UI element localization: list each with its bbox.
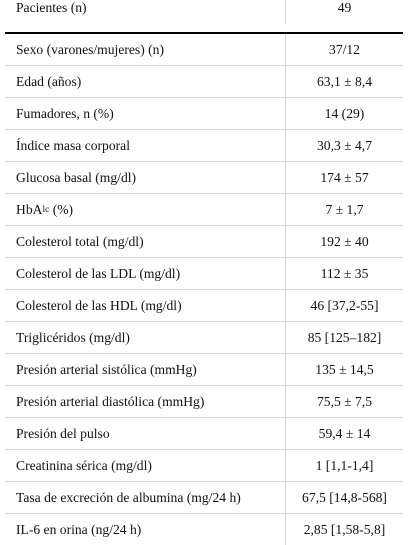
row-value: 63,1 ± 8,4 bbox=[316, 73, 373, 89]
row-label: Colesterol de las LDL (mg/dl) bbox=[5, 258, 286, 289]
row-label: Presión del pulso bbox=[5, 418, 286, 449]
table-row: Colesterol de las LDL (mg/dl) 112 ± 35 bbox=[5, 258, 403, 290]
row-value: 67,5 [14,8-568] bbox=[302, 489, 387, 505]
header-label: Pacientes (n) bbox=[5, 0, 286, 24]
table-row: Triglicéridos (mg/dl) 85 [125–182] bbox=[5, 322, 403, 354]
table-row: Colesterol de las HDL (mg/dl) 46 [37,2-5… bbox=[5, 290, 403, 322]
table-row: Presión del pulso 59,4 ± 14 bbox=[5, 418, 403, 450]
row-value: 85 [125–182] bbox=[307, 329, 382, 345]
table-row: Sexo (varones/mujeres) (n) 37/12 bbox=[5, 34, 403, 66]
row-value: 46 [37,2-55] bbox=[310, 297, 379, 313]
row-label: Presión arterial sistólica (mmHg) bbox=[5, 354, 286, 385]
row-value: 192 ± 40 bbox=[320, 233, 369, 249]
row-value: 30,3 ± 4,7 bbox=[316, 137, 373, 153]
table-row: HbA lc (%) 7 ± 1,7 bbox=[5, 194, 403, 226]
row-value: 37/12 bbox=[329, 41, 360, 57]
row-label: Glucosa basal (mg/dl) bbox=[5, 162, 286, 193]
row-label: Sexo (varones/mujeres) (n) bbox=[5, 34, 286, 65]
row-value: 112 ± 35 bbox=[320, 265, 369, 281]
table-header-row: Pacientes (n) 49 bbox=[5, 0, 403, 34]
row-label: Fumadores, n (%) bbox=[5, 98, 286, 129]
row-value: 59,4 ± 14 bbox=[318, 425, 371, 441]
table-row: Colesterol total (mg/dl) 192 ± 40 bbox=[5, 226, 403, 258]
row-label: IL-6 en orina (ng/24 h) bbox=[5, 514, 286, 545]
row-label: Presión arterial diastólica (mmHg) bbox=[5, 386, 286, 417]
row-label: Edad (años) bbox=[5, 66, 286, 97]
row-label: Tasa de excreción de albumina (mg/24 h) bbox=[5, 482, 286, 513]
table-row: Creatinina sérica (mg/dl) 1 [1,1-1,4] bbox=[5, 450, 403, 482]
table-row: Fumadores, n (%) 14 (29) bbox=[5, 98, 403, 130]
row-value: 174 ± 57 bbox=[320, 169, 369, 185]
table-row: Presión arterial diastólica (mmHg) 75,5 … bbox=[5, 386, 403, 418]
row-label: Colesterol total (mg/dl) bbox=[5, 226, 286, 257]
row-label: Triglicéridos (mg/dl) bbox=[5, 322, 286, 353]
table-row: IL-6 en orina (ng/24 h) 2,85 [1,58-5,8] bbox=[5, 514, 403, 545]
table-row: Glucosa basal (mg/dl) 174 ± 57 bbox=[5, 162, 403, 194]
row-label-hba1c: HbA lc (%) bbox=[5, 194, 286, 225]
row-value: 2,85 [1,58-5,8] bbox=[303, 521, 386, 537]
hba-unit: (%) bbox=[49, 201, 74, 217]
row-value: 135 ± 14,5 bbox=[315, 361, 374, 377]
row-label: Colesterol de las HDL (mg/dl) bbox=[5, 290, 286, 321]
row-label: Índice masa corporal bbox=[5, 130, 286, 161]
patient-characteristics-table: Pacientes (n) 49 Sexo (varones/mujeres) … bbox=[5, 0, 403, 545]
table-row: Presión arterial sistólica (mmHg) 135 ± … bbox=[5, 354, 403, 386]
row-value: 75,5 ± 7,5 bbox=[316, 393, 373, 409]
row-label: Creatinina sérica (mg/dl) bbox=[5, 450, 286, 481]
row-value: 7 ± 1,7 bbox=[325, 201, 364, 217]
header-value: 49 bbox=[337, 0, 352, 15]
table-row: Índice masa corporal 30,3 ± 4,7 bbox=[5, 130, 403, 162]
hba-subscript: lc bbox=[42, 204, 50, 215]
row-value: 14 (29) bbox=[324, 105, 365, 121]
table-row: Edad (años) 63,1 ± 8,4 bbox=[5, 66, 403, 98]
table-row: Tasa de excreción de albumina (mg/24 h) … bbox=[5, 482, 403, 514]
row-value: 1 [1,1-1,4] bbox=[315, 457, 374, 473]
hba-text: HbA bbox=[16, 201, 43, 217]
